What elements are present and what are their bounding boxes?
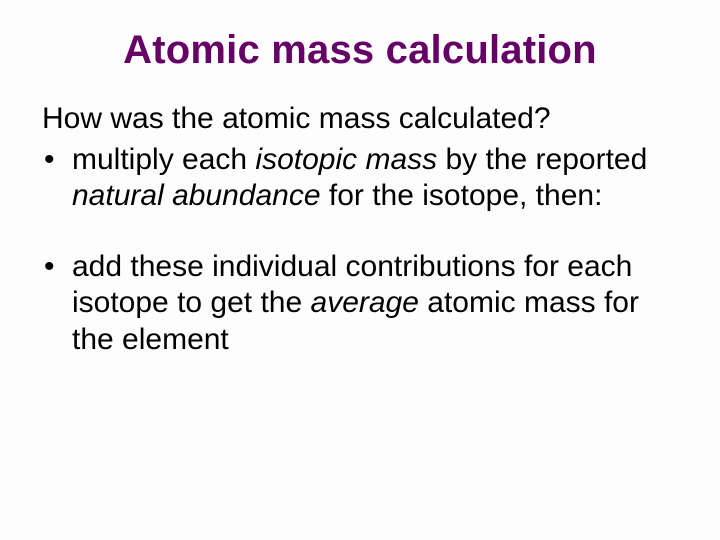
lead-question: How was the atomic mass calculated? <box>42 101 678 138</box>
emphasis-isotopic-mass: isotopic mass <box>255 143 437 176</box>
text-run: multiply each <box>72 143 255 176</box>
text-run: for the isotope, then: <box>321 179 603 212</box>
bullet-item-2: add these individual contributions for e… <box>42 249 678 359</box>
text-run: by the reported <box>437 143 647 176</box>
slide: Atomic mass calculation How was the atom… <box>0 0 720 540</box>
bullet-item-1: multiply each isotopic mass by the repor… <box>42 142 678 215</box>
slide-body: How was the atomic mass calculated? mult… <box>0 83 720 359</box>
emphasis-average: average <box>311 286 419 319</box>
bullet-list: multiply each isotopic mass by the repor… <box>42 142 678 359</box>
slide-title: Atomic mass calculation <box>0 0 720 83</box>
emphasis-natural-abundance: natural abundance <box>72 179 321 212</box>
